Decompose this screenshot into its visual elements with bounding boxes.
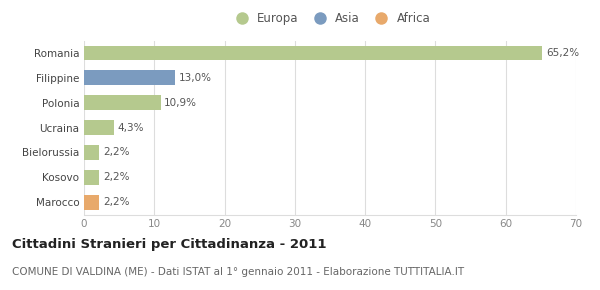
Bar <box>84 70 175 85</box>
Text: 2,2%: 2,2% <box>103 172 130 182</box>
Legend: Europa, Asia, Africa: Europa, Asia, Africa <box>226 8 434 28</box>
Bar <box>84 46 542 61</box>
Text: 13,0%: 13,0% <box>179 73 212 83</box>
Text: Cittadini Stranieri per Cittadinanza - 2011: Cittadini Stranieri per Cittadinanza - 2… <box>12 238 326 251</box>
Text: 4,3%: 4,3% <box>118 123 144 133</box>
Text: 10,9%: 10,9% <box>164 98 197 108</box>
Bar <box>84 120 114 135</box>
Bar <box>84 170 100 185</box>
Text: COMUNE DI VALDINA (ME) - Dati ISTAT al 1° gennaio 2011 - Elaborazione TUTTITALIA: COMUNE DI VALDINA (ME) - Dati ISTAT al 1… <box>12 267 464 277</box>
Bar <box>84 95 161 110</box>
Text: 65,2%: 65,2% <box>546 48 579 58</box>
Bar <box>84 195 100 210</box>
Text: 2,2%: 2,2% <box>103 197 130 207</box>
Bar <box>84 145 100 160</box>
Text: 2,2%: 2,2% <box>103 147 130 157</box>
